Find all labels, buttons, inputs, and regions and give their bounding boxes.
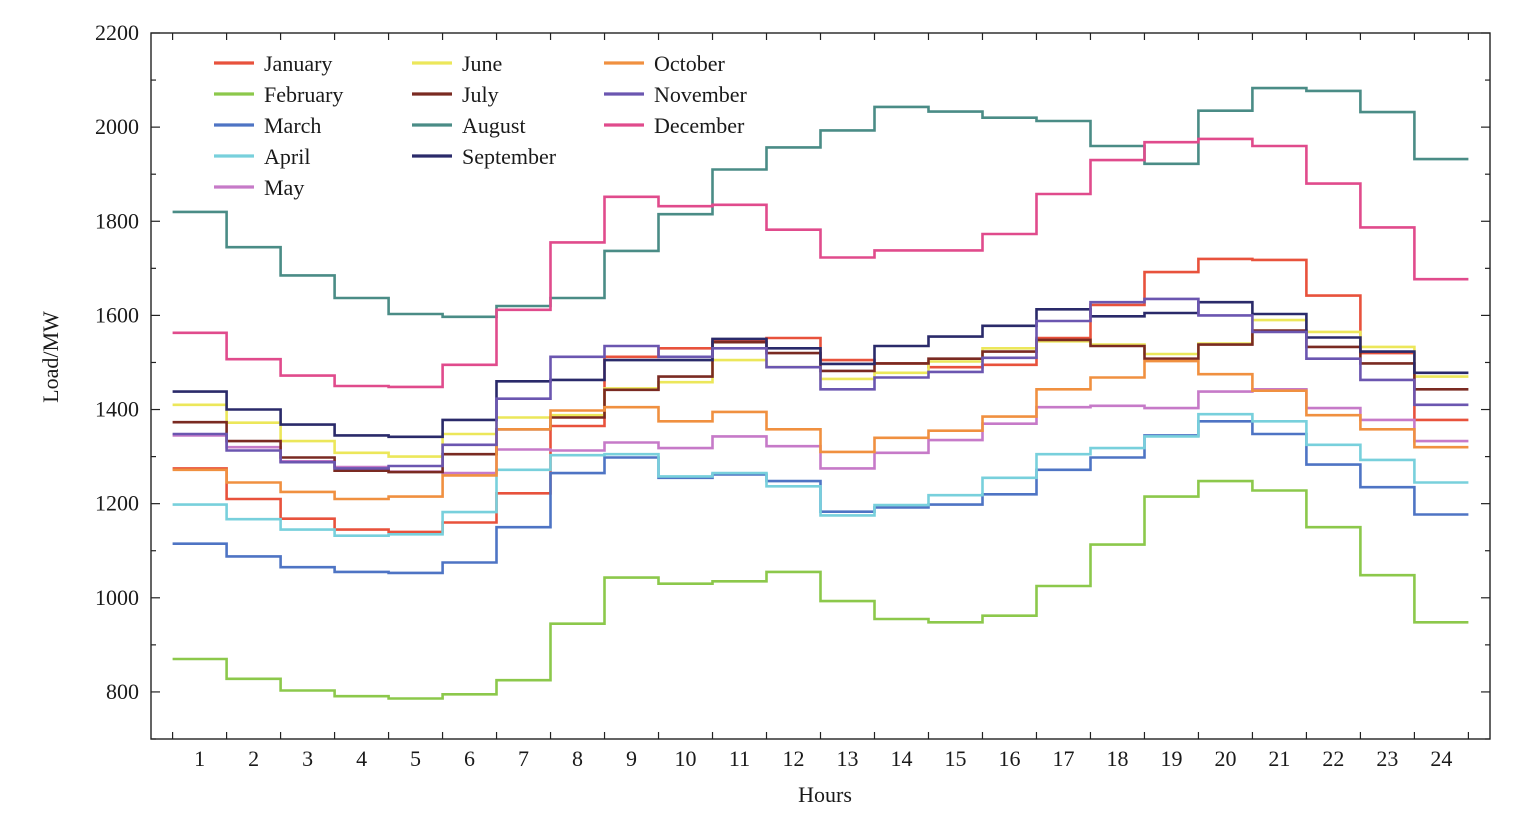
- legend-label: March: [264, 113, 321, 138]
- legend-item-august: August: [412, 113, 526, 138]
- x-tick-label: 2: [248, 746, 259, 771]
- x-tick-label: 16: [998, 746, 1020, 771]
- x-tick-label: 21: [1268, 746, 1290, 771]
- x-tick-label: 19: [1160, 746, 1182, 771]
- x-tick-label: 17: [1052, 746, 1074, 771]
- x-tick-label: 4: [356, 746, 367, 771]
- x-tick-label: 9: [626, 746, 637, 771]
- series-line-february: [172, 479, 1469, 700]
- legend-label: December: [654, 113, 745, 138]
- x-tick-label: 13: [836, 746, 858, 771]
- y-axis-title: Load/MW: [38, 311, 63, 403]
- series-line-august: [172, 86, 1469, 319]
- x-tick-label: 20: [1214, 746, 1236, 771]
- series-line-december: [172, 137, 1469, 389]
- x-tick-label: 22: [1322, 746, 1344, 771]
- legend-label: January: [264, 51, 332, 76]
- legend-item-march: March: [214, 113, 321, 138]
- legend-item-september: September: [412, 144, 557, 169]
- legend-item-october: October: [604, 51, 726, 76]
- x-tick-label: 24: [1430, 746, 1452, 771]
- x-tick-label: 11: [729, 746, 750, 771]
- legend-label: October: [654, 51, 726, 76]
- x-tick-label: 23: [1376, 746, 1398, 771]
- legend-label: November: [654, 82, 748, 107]
- legend-item-may: May: [214, 175, 304, 200]
- y-tick-label: 2200: [95, 20, 139, 45]
- series-line-april: [172, 412, 1469, 537]
- x-tick-label: 10: [675, 746, 697, 771]
- x-tick-label: 3: [302, 746, 313, 771]
- y-tick-label: 1000: [95, 585, 139, 610]
- legend-label: February: [264, 82, 343, 107]
- y-tick-label: 1200: [95, 491, 139, 516]
- y-tick-label: 1800: [95, 208, 139, 233]
- legend: January February March April May June July Augu…: [214, 51, 748, 200]
- legend-item-april: April: [214, 144, 310, 169]
- legend-label: July: [462, 82, 499, 107]
- x-tick-label: 12: [783, 746, 805, 771]
- legend-item-december: December: [604, 113, 745, 138]
- series-line-september: [172, 300, 1469, 439]
- y-tick-label: 800: [106, 679, 139, 704]
- legend-label: August: [462, 113, 526, 138]
- x-tick-label: 14: [890, 746, 912, 771]
- x-axis-title: Hours: [798, 782, 852, 807]
- legend-item-june: June: [412, 51, 502, 76]
- series-layer: [172, 86, 1469, 700]
- x-tick-label: 5: [410, 746, 421, 771]
- y-tick-label: 2000: [95, 114, 139, 139]
- y-tick-label: 1400: [95, 397, 139, 422]
- legend-label: June: [462, 51, 502, 76]
- x-tick-label: 1: [194, 746, 205, 771]
- legend-item-february: February: [214, 82, 343, 107]
- axes: [150, 32, 1491, 740]
- series-line-november: [172, 297, 1469, 470]
- legend-label: May: [264, 175, 304, 200]
- legend-item-november: November: [604, 82, 748, 107]
- x-tick-label: 6: [464, 746, 475, 771]
- x-tick-label: 18: [1106, 746, 1128, 771]
- legend-item-july: July: [412, 82, 499, 107]
- x-tick-label: 15: [944, 746, 966, 771]
- legend-label: September: [462, 144, 557, 169]
- series-line-october: [172, 359, 1469, 501]
- x-tick-label: 7: [518, 746, 529, 771]
- x-tick-label: 8: [572, 746, 583, 771]
- legend-item-january: January: [214, 51, 332, 76]
- legend-label: April: [264, 144, 310, 169]
- y-tick-label: 1600: [95, 302, 139, 327]
